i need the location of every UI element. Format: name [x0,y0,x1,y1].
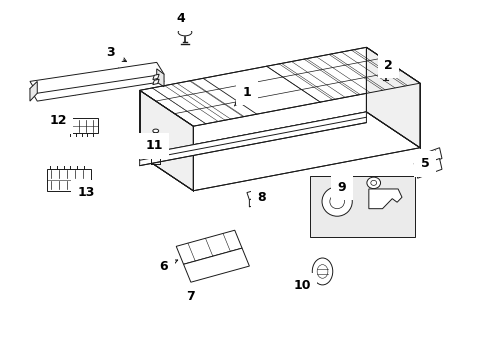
Text: 10: 10 [293,279,310,292]
Polygon shape [140,112,419,191]
Ellipse shape [366,177,380,189]
Text: 11: 11 [145,139,163,154]
Polygon shape [30,69,163,101]
Polygon shape [140,47,419,126]
Polygon shape [30,62,163,93]
Polygon shape [414,148,441,167]
Polygon shape [140,112,366,166]
Polygon shape [140,90,193,191]
Ellipse shape [178,29,191,36]
Text: 1: 1 [234,86,251,106]
Polygon shape [368,189,401,209]
Ellipse shape [381,66,389,73]
Text: 4: 4 [176,12,185,26]
Polygon shape [153,74,159,80]
Ellipse shape [151,132,160,153]
Ellipse shape [312,258,332,285]
Polygon shape [249,194,266,207]
Text: 12: 12 [49,114,67,129]
Text: 13: 13 [77,186,95,199]
Bar [310,176,414,237]
Polygon shape [366,47,419,148]
Polygon shape [414,158,441,178]
Text: 2: 2 [383,59,392,72]
Text: 8: 8 [257,192,265,204]
Bar [47,168,91,191]
Text: 7: 7 [186,288,195,303]
Ellipse shape [153,129,158,133]
Polygon shape [183,248,249,282]
Polygon shape [176,230,242,264]
Polygon shape [157,69,163,87]
Polygon shape [246,187,268,200]
Text: 6: 6 [160,260,177,273]
Ellipse shape [322,187,351,216]
Text: 9: 9 [337,181,346,194]
Text: 3: 3 [106,46,126,62]
Polygon shape [153,79,159,85]
Text: 5: 5 [413,157,428,170]
Bar [66,118,98,134]
Polygon shape [30,81,37,101]
